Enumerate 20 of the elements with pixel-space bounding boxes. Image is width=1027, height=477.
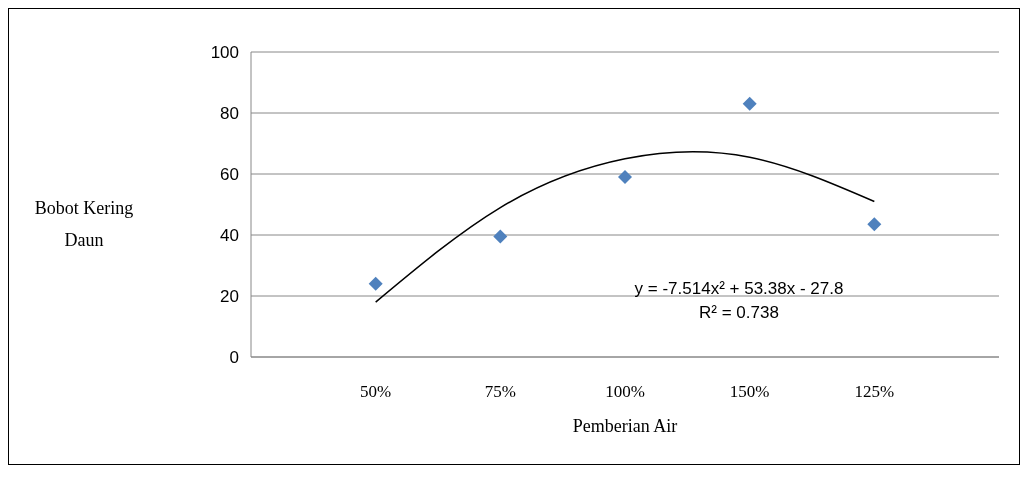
annotation: y = -7.514x² + 53.38x - 27.8 (633, 278, 845, 300)
point (742, 96, 757, 111)
x-tick-label: 150% (729, 382, 770, 402)
y-tick-label: 80 (220, 103, 239, 123)
x-tick-label: 75% (484, 382, 516, 402)
point (618, 170, 632, 185)
x-axis-title: Pemberian Air (572, 416, 678, 436)
y-tick-label: 100 (210, 42, 239, 62)
point (867, 217, 882, 232)
x-tick-label: 125% (854, 382, 895, 402)
y-tick-label: 40 (220, 225, 239, 245)
y-tick-label: 20 (220, 286, 239, 306)
point (493, 229, 508, 244)
y-axis-title: Bobot Kering Daun (33, 197, 135, 252)
x-tick-label: 50% (360, 382, 392, 402)
annotation: R² = 0.738 (698, 302, 780, 324)
y-tick-label: 0 (229, 347, 239, 367)
x-tick-label: 100% (605, 382, 645, 402)
y-tick-label: 60 (220, 164, 239, 184)
point (368, 276, 383, 291)
